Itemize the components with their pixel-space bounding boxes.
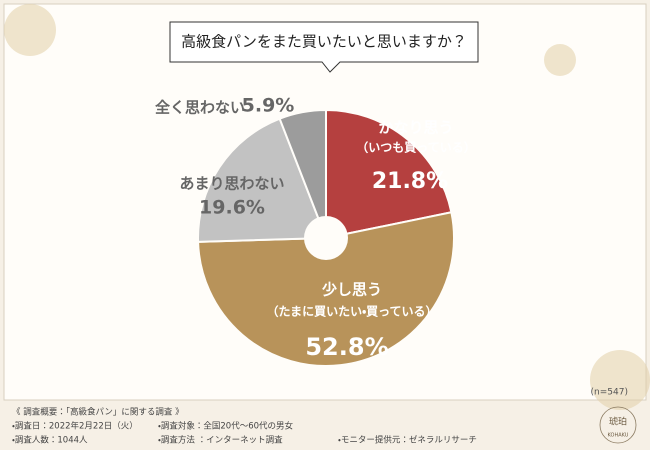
logo-romaji: KOHAKU	[608, 433, 629, 439]
slice-label: あまり思わない	[179, 175, 284, 193]
footer-item: ・調査対象：全国20代～60代の男女	[158, 421, 294, 432]
footer-item: ・調査方法 ：インターネット調査	[158, 435, 283, 446]
logo-name: 琥珀	[609, 416, 627, 428]
chart-title: 高級食パンをまた買いたいと思いますか？	[181, 33, 467, 51]
value-label: 19.6%	[199, 197, 265, 219]
footer-item: ・調査日：2022年2月22日（火）	[12, 421, 138, 432]
slice-label: かなり思う	[378, 119, 453, 137]
value-label: 52.8%	[305, 333, 388, 361]
speech-bubble	[169, 21, 479, 73]
slice-sublabel: （いつも買っている）	[356, 140, 475, 155]
footer-item: ・調査人数：1044人	[12, 435, 88, 446]
pie-slice	[197, 211, 455, 368]
footer-item: ・モニター提供元：ゼネラルリサーチ	[338, 435, 477, 446]
slice-label: 少し思う	[322, 281, 382, 299]
pie-slice	[197, 117, 328, 243]
decoration	[4, 4, 650, 410]
footer-heading: 《 調査概要：「高級食パン」に関する調査 》	[12, 407, 184, 418]
pie-slice	[278, 108, 327, 239]
value-label: 5.9%	[242, 95, 295, 117]
pie: かなり思う （いつも買っている） 21.8% 少し思う （たまに買いたい・買っている） 5…	[155, 95, 476, 368]
logo-ring	[599, 406, 637, 444]
slice-sublabel: （たまに買いたい・買っている）	[266, 304, 437, 319]
value-label: 21.8%	[372, 169, 448, 194]
pie-slice	[325, 108, 453, 240]
sample-note: (n=547)	[591, 388, 628, 398]
slice-label: 全く思わない	[155, 99, 245, 117]
donut-hole	[304, 216, 348, 260]
